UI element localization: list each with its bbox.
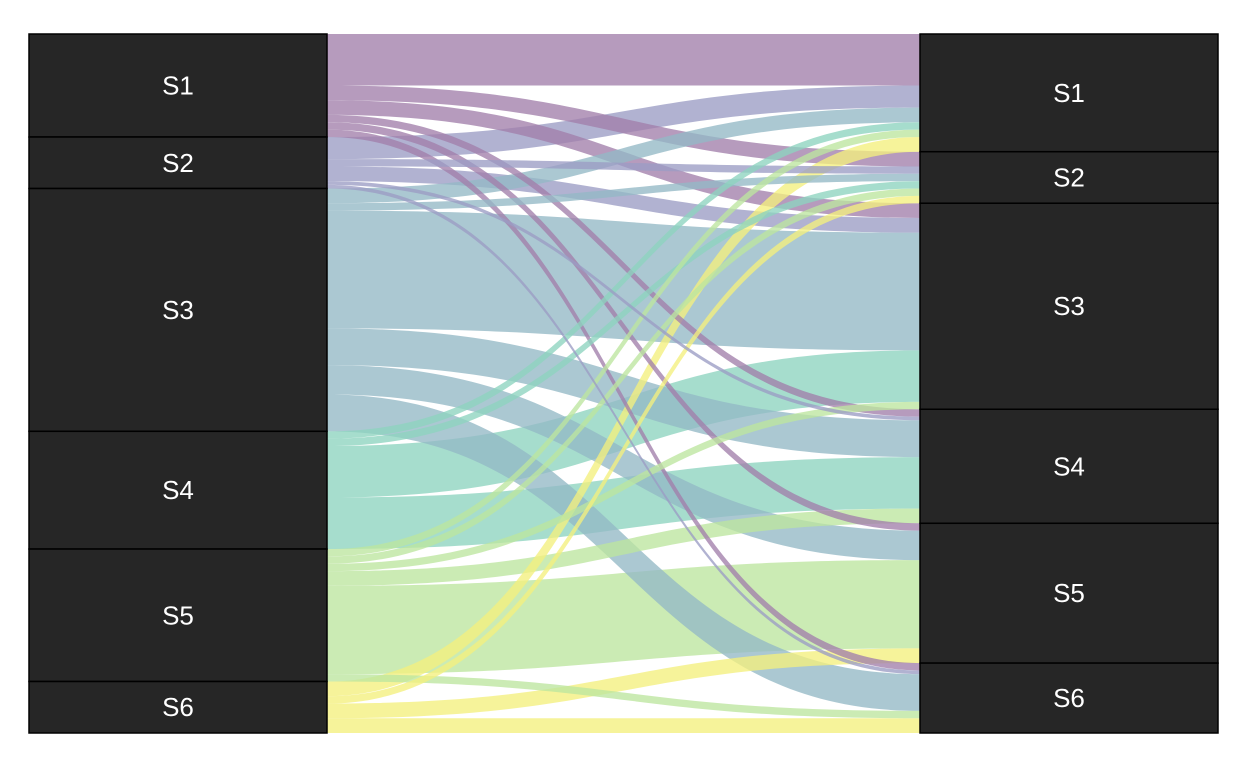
flow-s6-to-s1 bbox=[327, 137, 920, 697]
right-node-label-s3: S3 bbox=[1053, 291, 1085, 321]
flow-layer bbox=[327, 34, 920, 733]
flow-s3-to-s1 bbox=[327, 107, 920, 204]
left-node-label-s6: S6 bbox=[162, 692, 194, 722]
left-node-s6 bbox=[28, 680, 328, 734]
flow-s1-to-s2 bbox=[327, 85, 920, 167]
left-node-s2 bbox=[28, 136, 328, 190]
flow-s5-to-s2 bbox=[327, 188, 920, 564]
right-node-label-s4: S4 bbox=[1053, 451, 1085, 481]
right-node-s6 bbox=[919, 662, 1219, 734]
flow-s6-to-s6 bbox=[327, 718, 920, 733]
right-node-label-s5: S5 bbox=[1053, 578, 1085, 608]
right-node-s5 bbox=[919, 522, 1219, 664]
flow-s5-to-s3 bbox=[327, 401, 920, 572]
left-axis-nodes: S1 S2 S3 S4 S5 S6 bbox=[28, 33, 328, 734]
flow-s5-to-s1 bbox=[327, 129, 920, 557]
flow-s3-to-s5 bbox=[327, 365, 920, 561]
right-node-s3 bbox=[919, 202, 1219, 411]
flow-s2-to-s2 bbox=[327, 159, 920, 174]
left-node-label-s1: S1 bbox=[162, 71, 194, 101]
right-node-s2 bbox=[919, 150, 1219, 204]
flow-s1-to-s5 bbox=[327, 122, 920, 531]
flow-s5-to-s6 bbox=[327, 674, 920, 719]
flow-s6-to-s2 bbox=[327, 195, 920, 704]
flow-s1-to-s6 bbox=[327, 129, 920, 671]
left-node-label-s5: S5 bbox=[162, 600, 194, 630]
left-node-label-s4: S4 bbox=[162, 475, 194, 505]
flow-s4-to-s4 bbox=[327, 457, 920, 550]
flow-s2-to-s4 bbox=[327, 181, 920, 421]
flow-s2-to-s6 bbox=[327, 184, 920, 675]
flow-s4-to-s2 bbox=[327, 181, 920, 447]
right-node-label-s6: S6 bbox=[1053, 683, 1085, 713]
flow-s4-to-s1 bbox=[327, 122, 920, 439]
right-node-s4 bbox=[919, 408, 1219, 525]
right-node-s1 bbox=[919, 33, 1219, 153]
left-node-s1 bbox=[28, 33, 328, 138]
flow-s6-to-s5 bbox=[327, 648, 920, 719]
flow-s1-to-s1 bbox=[327, 34, 920, 86]
right-node-label-s2: S2 bbox=[1053, 162, 1085, 192]
left-node-s3 bbox=[28, 187, 328, 433]
right-axis-nodes: S1 S2 S3 S4 S5 S6 bbox=[919, 33, 1219, 734]
flow-s5-to-s4 bbox=[327, 508, 920, 586]
right-node-label-s1: S1 bbox=[1053, 78, 1085, 108]
left-node-s4 bbox=[28, 430, 328, 550]
left-node-s5 bbox=[28, 548, 328, 683]
left-node-label-s3: S3 bbox=[162, 295, 194, 325]
flow-s3-to-s2 bbox=[327, 173, 920, 211]
left-node-label-s2: S2 bbox=[162, 148, 194, 178]
flow-s1-to-s4 bbox=[327, 114, 920, 417]
